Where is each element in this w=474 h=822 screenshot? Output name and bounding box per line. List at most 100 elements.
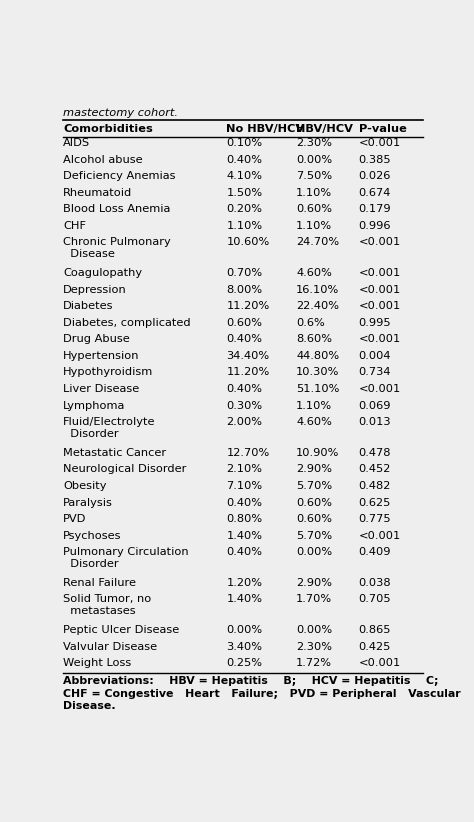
Text: Renal Failure: Renal Failure — [63, 578, 136, 588]
Text: 0.004: 0.004 — [359, 351, 391, 361]
Text: 1.20%: 1.20% — [227, 578, 263, 588]
Text: HBV/HCV: HBV/HCV — [296, 124, 353, 134]
Text: 0.069: 0.069 — [359, 400, 391, 411]
Text: 0.40%: 0.40% — [227, 335, 263, 344]
Text: 0.775: 0.775 — [359, 514, 391, 524]
Text: 0.80%: 0.80% — [227, 514, 263, 524]
Text: <0.001: <0.001 — [359, 658, 401, 668]
Text: 3.40%: 3.40% — [227, 642, 263, 652]
Text: 0.674: 0.674 — [359, 187, 391, 198]
Text: 2.90%: 2.90% — [296, 578, 332, 588]
Text: <0.001: <0.001 — [359, 301, 401, 312]
Text: <0.001: <0.001 — [359, 284, 401, 294]
Text: Depression: Depression — [63, 284, 127, 294]
Text: Weight Loss: Weight Loss — [63, 658, 131, 668]
Text: Blood Loss Anemia: Blood Loss Anemia — [63, 205, 170, 215]
Text: Abbreviations:    HBV = Hepatitis    B;    HCV = Hepatitis    C;
CHF = Congestiv: Abbreviations: HBV = Hepatitis B; HCV = … — [63, 676, 461, 712]
Text: 51.10%: 51.10% — [296, 384, 339, 394]
Text: Diabetes: Diabetes — [63, 301, 113, 312]
Text: 0.995: 0.995 — [359, 318, 391, 328]
Text: 11.20%: 11.20% — [227, 301, 270, 312]
Text: Diabetes, complicated: Diabetes, complicated — [63, 318, 191, 328]
Text: Valvular Disease: Valvular Disease — [63, 642, 157, 652]
Text: 1.10%: 1.10% — [296, 221, 332, 231]
Text: 0.20%: 0.20% — [227, 205, 263, 215]
Text: 0.40%: 0.40% — [227, 547, 263, 557]
Text: Neurological Disorder: Neurological Disorder — [63, 464, 186, 474]
Text: 0.452: 0.452 — [359, 464, 391, 474]
Text: PVD: PVD — [63, 514, 86, 524]
Text: P-value: P-value — [359, 124, 407, 134]
Text: 0.60%: 0.60% — [296, 205, 332, 215]
Text: Obesity: Obesity — [63, 481, 107, 491]
Text: Pulmonary Circulation
  Disorder: Pulmonary Circulation Disorder — [63, 547, 189, 570]
Text: No HBV/HCV: No HBV/HCV — [227, 124, 304, 134]
Text: 0.482: 0.482 — [359, 481, 391, 491]
Text: 0.865: 0.865 — [359, 625, 391, 635]
Text: 0.6%: 0.6% — [296, 318, 325, 328]
Text: 10.90%: 10.90% — [296, 448, 339, 458]
Text: Hypothyroidism: Hypothyroidism — [63, 367, 153, 377]
Text: mastectomy cohort.: mastectomy cohort. — [63, 109, 178, 118]
Text: <0.001: <0.001 — [359, 384, 401, 394]
Text: 10.30%: 10.30% — [296, 367, 339, 377]
Text: 1.70%: 1.70% — [296, 594, 332, 604]
Text: 0.00%: 0.00% — [296, 547, 332, 557]
Text: 10.60%: 10.60% — [227, 238, 270, 247]
Text: 0.996: 0.996 — [359, 221, 391, 231]
Text: 0.60%: 0.60% — [227, 318, 263, 328]
Text: 2.30%: 2.30% — [296, 138, 332, 148]
Text: Alcohol abuse: Alcohol abuse — [63, 155, 143, 164]
Text: 0.00%: 0.00% — [227, 625, 263, 635]
Text: 8.00%: 8.00% — [227, 284, 263, 294]
Text: 0.60%: 0.60% — [296, 514, 332, 524]
Text: 1.10%: 1.10% — [296, 187, 332, 198]
Text: 0.40%: 0.40% — [227, 155, 263, 164]
Text: 0.385: 0.385 — [359, 155, 391, 164]
Text: 0.734: 0.734 — [359, 367, 391, 377]
Text: Coagulopathy: Coagulopathy — [63, 268, 142, 278]
Text: 0.026: 0.026 — [359, 171, 391, 181]
Text: Comorbidities: Comorbidities — [63, 124, 153, 134]
Text: 44.80%: 44.80% — [296, 351, 339, 361]
Text: 0.478: 0.478 — [359, 448, 391, 458]
Text: 1.40%: 1.40% — [227, 531, 263, 541]
Text: 0.625: 0.625 — [359, 497, 391, 507]
Text: 0.409: 0.409 — [359, 547, 391, 557]
Text: 1.72%: 1.72% — [296, 658, 332, 668]
Text: Hypertension: Hypertension — [63, 351, 139, 361]
Text: 1.10%: 1.10% — [296, 400, 332, 411]
Text: 16.10%: 16.10% — [296, 284, 339, 294]
Text: 0.40%: 0.40% — [227, 497, 263, 507]
Text: 0.60%: 0.60% — [296, 497, 332, 507]
Text: 0.70%: 0.70% — [227, 268, 263, 278]
Text: Chronic Pulmonary
  Disease: Chronic Pulmonary Disease — [63, 238, 171, 260]
Text: <0.001: <0.001 — [359, 238, 401, 247]
Text: 2.00%: 2.00% — [227, 418, 263, 427]
Text: Liver Disease: Liver Disease — [63, 384, 139, 394]
Text: Peptic Ulcer Disease: Peptic Ulcer Disease — [63, 625, 179, 635]
Text: 2.10%: 2.10% — [227, 464, 263, 474]
Text: 0.10%: 0.10% — [227, 138, 263, 148]
Text: AIDS: AIDS — [63, 138, 90, 148]
Text: 7.50%: 7.50% — [296, 171, 332, 181]
Text: 0.179: 0.179 — [359, 205, 391, 215]
Text: 1.10%: 1.10% — [227, 221, 263, 231]
Text: 0.40%: 0.40% — [227, 384, 263, 394]
Text: Lymphoma: Lymphoma — [63, 400, 125, 411]
Text: 2.30%: 2.30% — [296, 642, 332, 652]
Text: <0.001: <0.001 — [359, 268, 401, 278]
Text: 4.60%: 4.60% — [296, 268, 332, 278]
Text: Drug Abuse: Drug Abuse — [63, 335, 130, 344]
Text: 0.30%: 0.30% — [227, 400, 263, 411]
Text: 4.60%: 4.60% — [296, 418, 332, 427]
Text: 0.00%: 0.00% — [296, 625, 332, 635]
Text: 0.705: 0.705 — [359, 594, 391, 604]
Text: Deficiency Anemias: Deficiency Anemias — [63, 171, 175, 181]
Text: 0.25%: 0.25% — [227, 658, 263, 668]
Text: 5.70%: 5.70% — [296, 531, 332, 541]
Text: 7.10%: 7.10% — [227, 481, 263, 491]
Text: 0.00%: 0.00% — [296, 155, 332, 164]
Text: 1.40%: 1.40% — [227, 594, 263, 604]
Text: Psychoses: Psychoses — [63, 531, 121, 541]
